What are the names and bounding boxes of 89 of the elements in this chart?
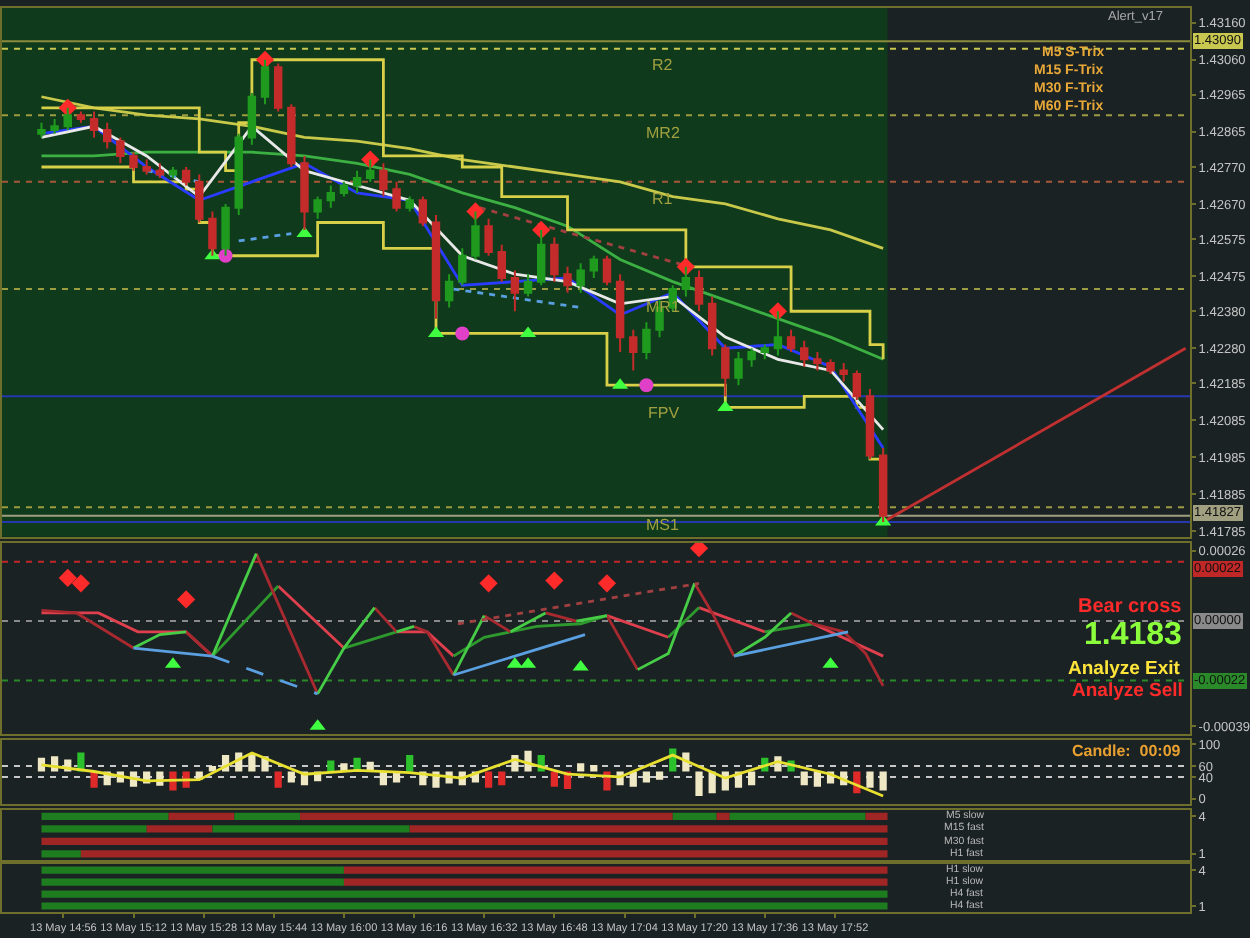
candlestick bbox=[366, 158, 375, 183]
line-series bbox=[40, 751, 885, 798]
candlestick bbox=[681, 265, 691, 298]
annotation: MR2 bbox=[646, 124, 681, 142]
candlestick bbox=[536, 228, 546, 287]
candlestick bbox=[181, 166, 191, 187]
candlestick bbox=[444, 273, 454, 309]
bar bbox=[590, 764, 598, 772]
candlestick bbox=[89, 110, 99, 139]
candlestick bbox=[629, 328, 638, 372]
candlestick bbox=[142, 158, 151, 176]
candlestick bbox=[260, 58, 270, 106]
candlestick bbox=[471, 210, 480, 261]
line-series bbox=[40, 150, 885, 361]
candlestick bbox=[300, 154, 309, 231]
candlestick bbox=[458, 247, 467, 287]
candlestick bbox=[852, 369, 862, 401]
candlestick bbox=[523, 273, 533, 298]
candlestick bbox=[273, 62, 283, 113]
candlestick bbox=[589, 254, 599, 279]
candlestick bbox=[195, 173, 204, 224]
candlestick bbox=[760, 343, 769, 361]
candlestick bbox=[615, 273, 625, 353]
candlestick bbox=[865, 387, 875, 461]
annotation: Analyze Sell bbox=[1072, 680, 1183, 702]
annotation: Candle: 00:09 bbox=[1072, 742, 1182, 760]
bar bbox=[37, 757, 46, 772]
candlestick bbox=[602, 254, 612, 287]
candlestick bbox=[418, 195, 428, 228]
candlestick bbox=[234, 132, 243, 217]
annotation: R2 bbox=[652, 56, 674, 74]
candlestick bbox=[326, 184, 335, 209]
candlestick bbox=[721, 343, 730, 398]
annotation: FPV bbox=[648, 404, 681, 422]
candlestick bbox=[734, 350, 743, 387]
candlestick bbox=[786, 328, 796, 353]
bar bbox=[274, 771, 282, 788]
candlestick bbox=[37, 121, 46, 139]
bar bbox=[800, 771, 808, 786]
candlestick bbox=[773, 310, 783, 357]
candlestick bbox=[563, 265, 572, 294]
candlestick bbox=[313, 195, 322, 220]
candlestick bbox=[707, 295, 717, 357]
candlestick bbox=[839, 362, 848, 383]
candlestick bbox=[116, 136, 125, 165]
candlestick bbox=[208, 210, 217, 257]
bar bbox=[866, 771, 874, 788]
bar bbox=[498, 771, 506, 786]
candlestick bbox=[497, 243, 506, 283]
candlestick bbox=[642, 321, 651, 361]
candlestick bbox=[510, 269, 520, 313]
candlestick bbox=[102, 121, 112, 150]
candlestick bbox=[484, 217, 493, 257]
bar bbox=[695, 771, 703, 797]
annotation: Bear cross bbox=[1078, 596, 1183, 618]
line-series bbox=[40, 95, 885, 250]
candlestick bbox=[405, 195, 414, 213]
candlestick bbox=[50, 117, 59, 135]
bar bbox=[550, 771, 558, 787]
bar bbox=[406, 755, 414, 772]
candlestick bbox=[694, 269, 704, 313]
bar bbox=[879, 771, 887, 791]
candlestick bbox=[76, 110, 86, 124]
annotation: 1.4183 bbox=[1084, 618, 1183, 652]
candlestick bbox=[550, 236, 559, 283]
candlestick bbox=[63, 106, 72, 132]
bar bbox=[748, 771, 756, 786]
bar bbox=[577, 763, 585, 772]
candlestick bbox=[800, 339, 809, 368]
candlestick bbox=[431, 214, 441, 320]
annotation: R1 bbox=[652, 190, 674, 208]
candlestick bbox=[747, 347, 756, 368]
candlestick bbox=[379, 162, 388, 198]
candlestick bbox=[813, 350, 822, 372]
bar bbox=[484, 771, 493, 788]
candlestick bbox=[287, 103, 296, 169]
annotation: Analyze Exit bbox=[1068, 658, 1182, 680]
candlestick bbox=[168, 166, 178, 180]
candlestick bbox=[129, 151, 138, 172]
bar bbox=[248, 754, 256, 772]
candlestick bbox=[247, 92, 257, 146]
candlestick bbox=[155, 162, 165, 180]
candlestick bbox=[392, 180, 401, 213]
candlestick bbox=[826, 358, 835, 376]
candlestick bbox=[339, 180, 349, 198]
bar bbox=[813, 771, 821, 787]
candlestick bbox=[576, 262, 585, 294]
bar bbox=[655, 771, 664, 780]
candlestick bbox=[352, 169, 362, 194]
